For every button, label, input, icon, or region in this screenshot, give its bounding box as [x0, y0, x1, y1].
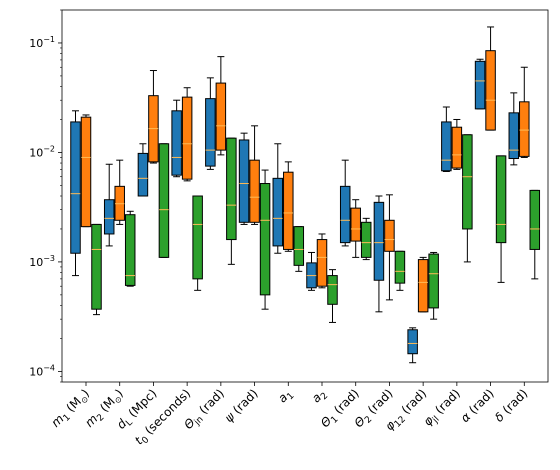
box-group	[441, 106, 452, 172]
box-group	[91, 223, 102, 316]
box-group	[316, 233, 328, 289]
box-group	[124, 210, 136, 287]
box-group	[327, 269, 338, 323]
box-group	[259, 169, 271, 310]
box	[451, 126, 463, 169]
box	[293, 226, 305, 266]
box	[360, 221, 372, 258]
box-group	[451, 118, 463, 170]
box	[316, 239, 328, 287]
y-tick-label: 10−2	[29, 144, 55, 159]
box-group	[238, 132, 250, 225]
box	[339, 185, 351, 244]
box	[137, 152, 149, 197]
box	[205, 98, 216, 167]
box	[215, 82, 227, 151]
box	[171, 110, 182, 176]
box	[158, 143, 170, 258]
box	[495, 155, 507, 244]
box-group	[529, 189, 541, 280]
box	[350, 207, 361, 242]
box	[80, 116, 92, 228]
box	[373, 201, 385, 281]
box-group	[394, 250, 406, 291]
box	[441, 121, 452, 172]
box	[124, 214, 136, 286]
box-group	[70, 110, 81, 277]
y-tick-label: 10−4	[29, 363, 55, 378]
box	[462, 134, 473, 230]
box	[519, 101, 530, 157]
box-group	[384, 194, 395, 301]
box	[226, 137, 237, 241]
box-group	[519, 66, 530, 158]
box-group	[462, 134, 473, 263]
box	[181, 96, 193, 180]
box	[238, 139, 250, 223]
box-group	[283, 161, 294, 252]
box-group	[474, 58, 486, 110]
box	[91, 223, 102, 310]
box	[529, 189, 541, 250]
y-tick-label: 10−1	[29, 35, 55, 50]
box	[283, 171, 294, 250]
box-group	[103, 163, 115, 247]
box-group	[158, 143, 170, 258]
box-group	[171, 99, 182, 178]
box	[508, 112, 520, 160]
box	[407, 329, 418, 355]
box-group	[339, 159, 351, 247]
boxplot-marks	[70, 26, 541, 364]
box	[103, 199, 115, 235]
y-axis: 10−4 10−3 10−2 10−1	[29, 9, 62, 383]
box	[249, 159, 260, 223]
box-group	[215, 56, 227, 156]
box-group	[417, 256, 429, 313]
box-group	[148, 70, 159, 164]
box-group	[114, 159, 125, 225]
box-group	[205, 77, 216, 170]
box-group	[495, 155, 507, 283]
box-group	[249, 125, 260, 225]
plot-frame	[61, 9, 549, 383]
box	[272, 177, 284, 247]
box	[428, 253, 439, 309]
box-group	[137, 143, 149, 197]
box-group	[293, 226, 305, 272]
box-group	[226, 137, 237, 265]
box-group	[360, 217, 372, 261]
box-group	[306, 251, 317, 291]
box	[417, 259, 429, 313]
box	[474, 60, 486, 110]
box	[384, 219, 395, 252]
box	[394, 250, 406, 284]
box-group	[350, 199, 361, 258]
y-tick-label: 10−3	[29, 254, 55, 269]
box-group	[272, 143, 284, 254]
box-group	[192, 195, 203, 291]
box-group	[80, 114, 92, 228]
box	[259, 183, 271, 296]
box-group	[181, 87, 193, 182]
box-group	[485, 26, 496, 131]
box-group	[407, 327, 418, 364]
box-group	[373, 195, 385, 313]
box-group	[428, 251, 439, 320]
box	[70, 121, 81, 254]
box	[192, 195, 203, 280]
box	[327, 275, 338, 305]
box-group	[508, 92, 520, 166]
box	[485, 50, 496, 131]
